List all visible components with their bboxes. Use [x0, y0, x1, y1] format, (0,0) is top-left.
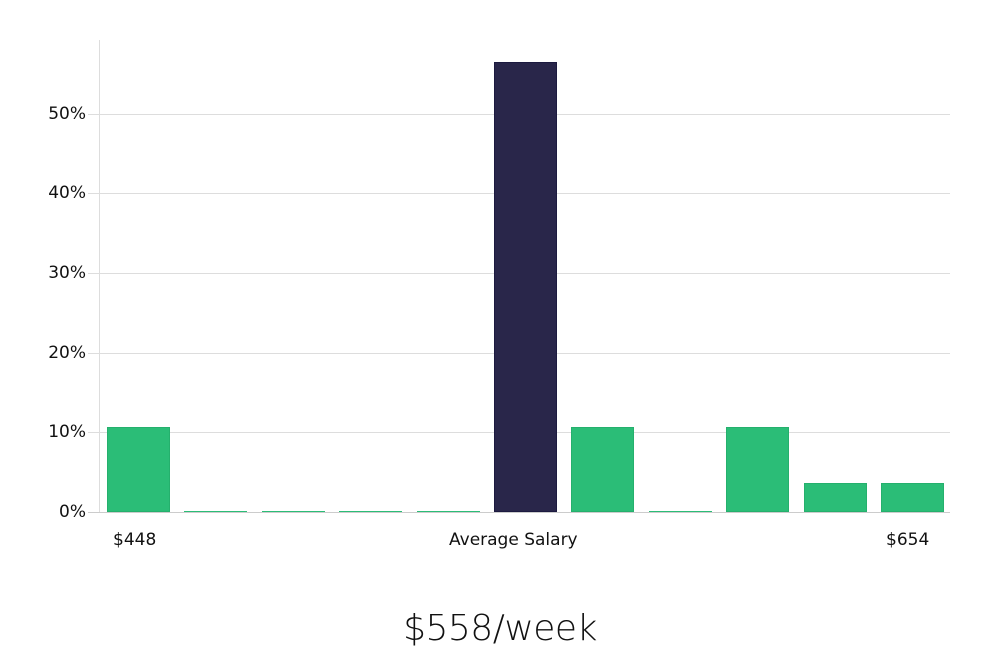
y-axis-line — [99, 40, 100, 512]
y-tick-label: 20% — [48, 342, 86, 363]
y-tick-label: 40% — [48, 183, 86, 204]
bar — [648, 510, 712, 512]
y-tick-label: 10% — [48, 422, 86, 443]
average-salary-value: $558/week — [403, 608, 597, 649]
bar-average — [494, 62, 557, 512]
bar — [184, 510, 248, 512]
gridline — [88, 512, 950, 513]
bar — [416, 510, 480, 512]
y-tick-label: 30% — [48, 262, 86, 283]
y-tick-label: 50% — [48, 103, 86, 124]
bar — [107, 426, 170, 512]
bar — [881, 483, 944, 512]
x-label-average: Average Salary — [449, 530, 578, 550]
bar — [339, 510, 403, 512]
salary-distribution-chart: 0% 10% 20% 30% 40% 50% $448 Average Salary $6… — [48, 40, 950, 550]
bar — [571, 426, 635, 512]
bar — [261, 510, 325, 512]
bar — [803, 483, 867, 512]
bar — [726, 426, 790, 512]
y-tick-label: 0% — [59, 502, 86, 522]
x-label-min: $448 — [113, 530, 157, 550]
x-label-max: $654 — [886, 530, 930, 550]
